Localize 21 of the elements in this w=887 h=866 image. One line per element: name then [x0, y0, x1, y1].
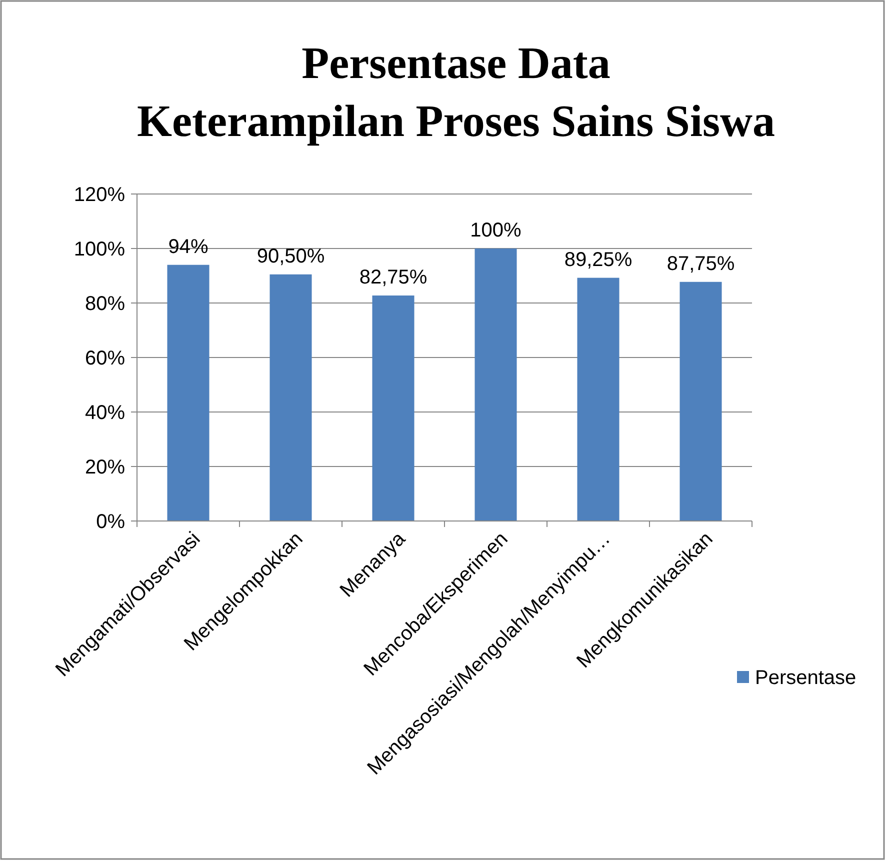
- data-label: 89,25%: [564, 248, 632, 271]
- bar: [474, 248, 517, 521]
- bar: [167, 264, 210, 521]
- y-tick-label: 60%: [84, 348, 126, 370]
- bar: [270, 274, 312, 521]
- bar: [577, 278, 620, 521]
- data-label: 90,50%: [256, 245, 325, 268]
- data-label: 100%: [470, 220, 522, 242]
- y-tick-label: 40%: [84, 402, 126, 424]
- y-tick-label: 0%: [96, 511, 126, 533]
- chart-title: Persentase Data Keterampilan Proses Sains Siswa: [137, 38, 775, 146]
- y-tick-label: 100%: [74, 238, 126, 260]
- data-label: 94%: [168, 236, 208, 258]
- data-label: 87,75%: [666, 252, 735, 275]
- bar: [680, 282, 722, 521]
- y-tick-label: 80%: [84, 293, 126, 315]
- data-label: 82,75%: [359, 266, 428, 289]
- bar: [372, 296, 414, 521]
- y-tick-label: 20%: [84, 456, 126, 478]
- y-tick-label: 120%: [74, 184, 126, 206]
- legend-label: Persentase: [755, 667, 856, 689]
